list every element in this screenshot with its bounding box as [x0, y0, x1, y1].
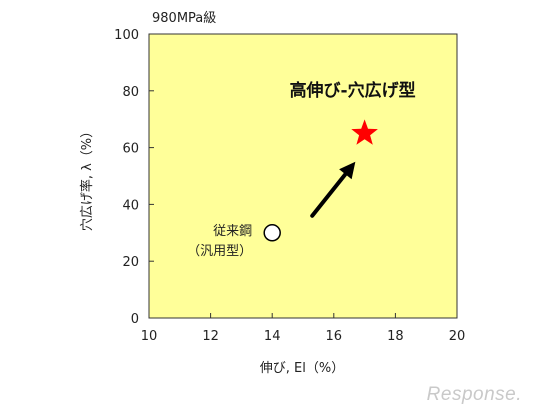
star-marker-high-elongation — [351, 119, 378, 145]
circle-marker-conventional — [263, 224, 281, 242]
point-label-high-elongation: 高伸び-穴広げ型 — [290, 80, 416, 101]
x-tick-label: 10 — [141, 329, 158, 344]
x-tick-label: 18 — [387, 329, 404, 344]
arrow-shaft — [310, 172, 348, 218]
x-tick-label: 20 — [449, 329, 466, 344]
data-points — [263, 119, 378, 242]
point-label-conventional-sub: （汎用型） — [187, 244, 252, 259]
y-tick-label: 100 — [114, 28, 139, 43]
y-tick-label: 20 — [122, 255, 139, 270]
y-tick-label: 0 — [131, 312, 139, 327]
plot-area — [148, 33, 458, 319]
chart-title: 980MPa級 — [152, 11, 216, 26]
x-tick-label: 16 — [326, 329, 343, 344]
y-axis-label: 穴広げ率, λ（%） — [79, 125, 95, 231]
point-label-conventional: 従来鋼 — [213, 224, 252, 239]
x-axis-ticks: 10 12 14 16 18 20 — [141, 313, 466, 344]
watermark-logo: Response. — [426, 384, 522, 405]
y-tick-label: 80 — [122, 85, 139, 100]
x-tick-label: 12 — [202, 329, 219, 344]
x-axis-label: 伸び, El（%） — [260, 361, 344, 376]
y-tick-label: 40 — [122, 198, 139, 213]
improvement-arrow — [310, 161, 356, 218]
arrow-head — [339, 161, 356, 180]
x-tick-label: 14 — [264, 329, 281, 344]
y-tick-label: 60 — [122, 142, 139, 157]
y-axis-ticks: 0 20 40 60 80 100 — [114, 28, 154, 327]
